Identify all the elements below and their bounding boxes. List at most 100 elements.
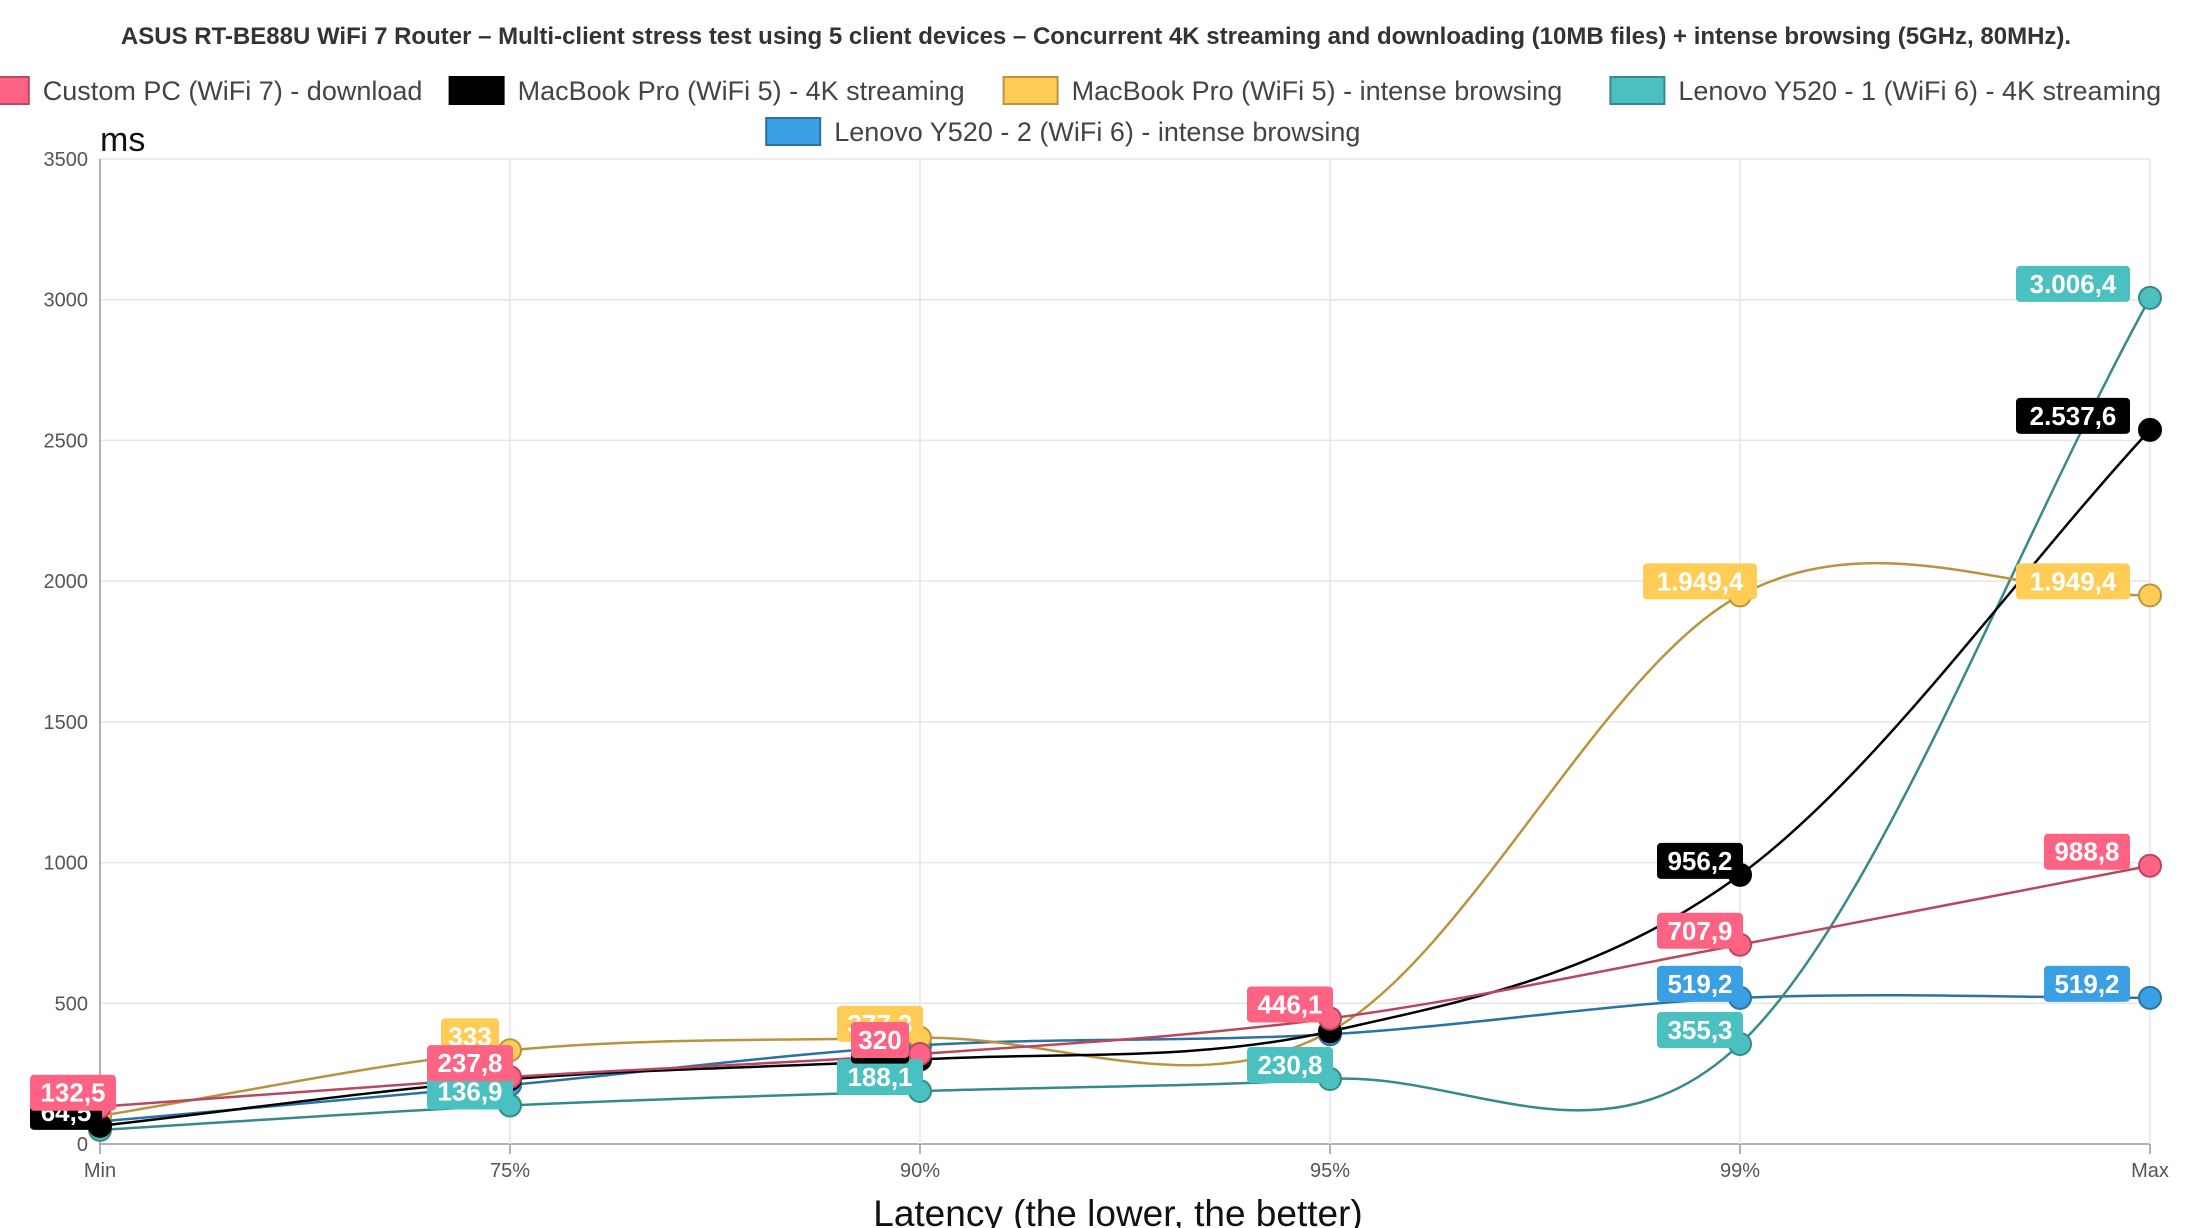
legend-label: MacBook Pro (WiFi 5) - intense browsing <box>1072 76 1563 106</box>
series-points <box>88 285 2162 1142</box>
data-label-box <box>851 1021 909 1058</box>
data-label: 1.949,4 <box>2016 563 2130 600</box>
data-label-text: 707,9 <box>1667 916 1732 946</box>
data-label-text: 136,9 <box>437 1076 502 1106</box>
data-label-text: 1.949,4 <box>2030 566 2117 596</box>
legend-item-custom-pc-wifi-7-download[interactable]: Custom PC (WiFi 7) - download <box>0 76 422 106</box>
data-label: 446,1 <box>1247 986 1333 1023</box>
data-label: 237,8 <box>427 1045 513 1082</box>
data-label: 988,8 <box>2044 833 2130 870</box>
legend-label: Custom PC (WiFi 7) - download <box>43 76 423 106</box>
series-line-lenovo-y520-1-wifi-6-4k-streaming <box>99 297 2152 1132</box>
data-label: 188,1 <box>837 1059 923 1096</box>
data-label-box <box>2016 397 2130 434</box>
y-tick-label: 1500 <box>44 712 89 734</box>
data-label: 3.006,4 <box>2016 265 2130 302</box>
series-line-custom-pc-wifi-7-download <box>99 864 2151 1108</box>
data-point <box>2138 853 2162 878</box>
data-point <box>2138 417 2162 442</box>
y-tick-label: 3000 <box>44 290 89 312</box>
data-label-box <box>2016 265 2130 302</box>
y-tick-label: 500 <box>55 993 88 1015</box>
legend-label: MacBook Pro (WiFi 5) - 4K streaming <box>518 76 965 106</box>
data-label-box <box>1247 986 1333 1023</box>
y-tick-label: 2500 <box>44 430 89 452</box>
data-label-box <box>2044 965 2130 1002</box>
data-label-text: 3.006,4 <box>2030 269 2117 299</box>
y-tick-label: 2000 <box>44 571 89 593</box>
y-tick-label: 3500 <box>44 149 89 171</box>
data-label-box <box>1657 965 1743 1002</box>
legend-swatch <box>1002 76 1059 105</box>
legend-label: Lenovo Y520 - 2 (WiFi 6) - intense brows… <box>834 117 1360 147</box>
data-label: 707,9 <box>1657 912 1743 949</box>
data-label-box <box>2016 563 2130 600</box>
data-label-box <box>1657 1012 1743 1049</box>
data-label-text: 237,8 <box>437 1048 502 1078</box>
series-line-macbook-pro-wifi-5-4k-streaming <box>99 429 2151 1128</box>
legend-swatch <box>0 76 30 105</box>
data-label: 519,2 <box>2044 965 2130 1002</box>
data-label-text: 132,5 <box>40 1078 105 1108</box>
data-label: 2.537,6 <box>2016 397 2130 434</box>
data-label: 136,9 <box>427 1073 513 1110</box>
data-label: 230,8 <box>1247 1047 1333 1084</box>
data-label-text: 230,8 <box>1257 1050 1322 1080</box>
data-label-box <box>2044 833 2130 870</box>
data-label-text: 2.537,6 <box>2030 401 2117 431</box>
x-tick-label: 99% <box>1720 1160 1760 1182</box>
data-label-box <box>30 1074 116 1111</box>
y-axis-label: ms <box>100 121 145 159</box>
data-label-text: 355,3 <box>1667 1015 1732 1045</box>
data-point <box>2138 285 2162 310</box>
data-label: 956,2 <box>1657 842 1743 879</box>
x-axis-ticks: Min 75% 90% 95% 99% Max <box>84 1160 2169 1182</box>
data-point <box>2138 583 2162 608</box>
data-label-box <box>427 1045 513 1082</box>
data-label-box <box>1657 912 1743 949</box>
data-label: 1.949,4 <box>1643 563 1757 600</box>
x-tick-label: Max <box>2131 1160 2169 1182</box>
y-tick-label: 1000 <box>44 853 89 875</box>
data-label-text: 320 <box>858 1025 901 1055</box>
legend-item-lenovo-y520-1-wifi-6-4k-streaming[interactable]: Lenovo Y520 - 1 (WiFi 6) - 4K streaming <box>1609 76 2161 106</box>
chart-title: ASUS RT-BE88U WiFi 7 Router – Multi-clie… <box>121 23 2071 50</box>
legend-item-macbook-pro-wifi-5-intense-browsing[interactable]: MacBook Pro (WiFi 5) - intense browsing <box>1002 76 1563 106</box>
data-label-box <box>427 1073 513 1110</box>
data-label-text: 519,2 <box>2054 969 2119 999</box>
data-label-text: 1.949,4 <box>1657 566 1744 596</box>
legend[interactable]: Custom PC (WiFi 7) - download MacBook Pro… <box>0 76 2161 147</box>
series-line-lenovo-y520-2-wifi-6-intense-browsing <box>99 993 2151 1123</box>
data-label-text: 188,1 <box>847 1062 912 1092</box>
data-point <box>2138 985 2162 1010</box>
x-axis-label: Latency (the lower, the better) <box>873 1193 1363 1228</box>
legend-swatch <box>1609 76 1666 105</box>
y-axis-ticks: 0 500 1000 1500 2000 2500 3000 3500 <box>44 149 89 1156</box>
legend-item-macbook-pro-wifi-5-4k-streaming[interactable]: MacBook Pro (WiFi 5) - 4K streaming <box>448 76 965 106</box>
grid-lines <box>99 158 2151 1154</box>
data-label-text: 519,2 <box>1667 969 1732 999</box>
data-label-box <box>837 1059 923 1096</box>
data-label-box <box>1247 1047 1333 1084</box>
data-label-box <box>1657 842 1743 879</box>
x-tick-label: 90% <box>900 1160 940 1182</box>
x-tick-label: 95% <box>1310 1160 1350 1182</box>
legend-swatch <box>448 76 505 105</box>
data-label-text: 446,1 <box>1257 989 1322 1019</box>
x-tick-label: Min <box>84 1160 116 1182</box>
y-tick-label: 0 <box>77 1134 88 1156</box>
data-label: 519,2 <box>1657 965 1743 1002</box>
legend-swatch <box>765 117 822 146</box>
data-label: 320 <box>851 1021 909 1058</box>
legend-label: Lenovo Y520 - 1 (WiFi 6) - 4K streaming <box>1678 76 2161 106</box>
data-label: 355,3 <box>1657 1012 1743 1049</box>
data-label-box <box>1643 563 1757 600</box>
series-lines <box>99 297 2152 1132</box>
data-label-text: 956,2 <box>1667 846 1732 876</box>
legend-item-lenovo-y520-2-wifi-6-intense-browsing[interactable]: Lenovo Y520 - 2 (WiFi 6) - intense brows… <box>765 117 1360 147</box>
data-label-text: 988,8 <box>2054 837 2119 867</box>
data-label: 132,5 <box>30 1074 116 1111</box>
x-tick-label: 75% <box>490 1160 530 1182</box>
